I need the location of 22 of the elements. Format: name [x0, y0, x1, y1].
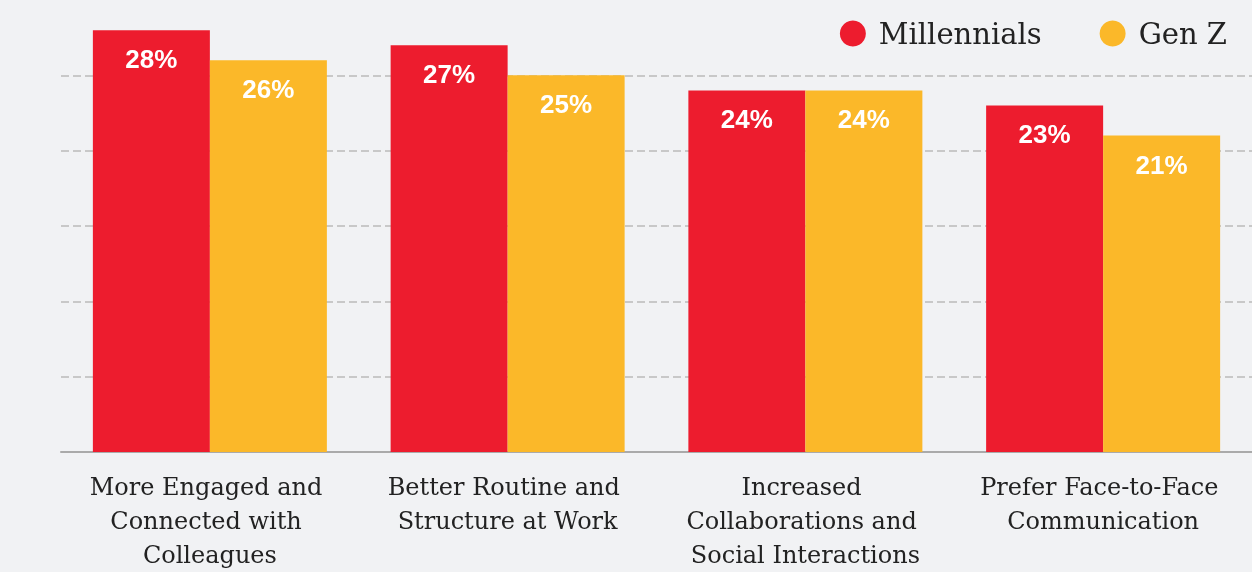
data-label: 21% [1135, 149, 1188, 180]
data-label: 27% [423, 59, 476, 90]
x-tick-label: Prefer Face-to-Face Communication [980, 473, 1227, 535]
bar [209, 60, 327, 452]
bar [390, 45, 508, 452]
bar [805, 90, 923, 452]
data-label: 23% [1018, 119, 1071, 150]
bar [1103, 135, 1221, 452]
x-tick-label: Increased Collaborations and Social Interactions [686, 473, 925, 569]
data-label: 24% [837, 104, 890, 135]
bar [92, 30, 210, 452]
data-label: 24% [720, 104, 773, 135]
x-tick-label: More Engaged and Connected with Colleagues [89, 473, 331, 569]
data-label: 25% [540, 89, 593, 120]
data-label: 28% [125, 44, 178, 75]
legend-label: Gen Z [1138, 16, 1227, 51]
data-label: 26% [242, 74, 295, 105]
x-tick-label: Better Routine and Structure at Work [387, 473, 628, 535]
legend-label: Millennials [878, 16, 1042, 51]
bar [507, 75, 625, 452]
bar [688, 90, 806, 452]
bar [986, 105, 1104, 452]
